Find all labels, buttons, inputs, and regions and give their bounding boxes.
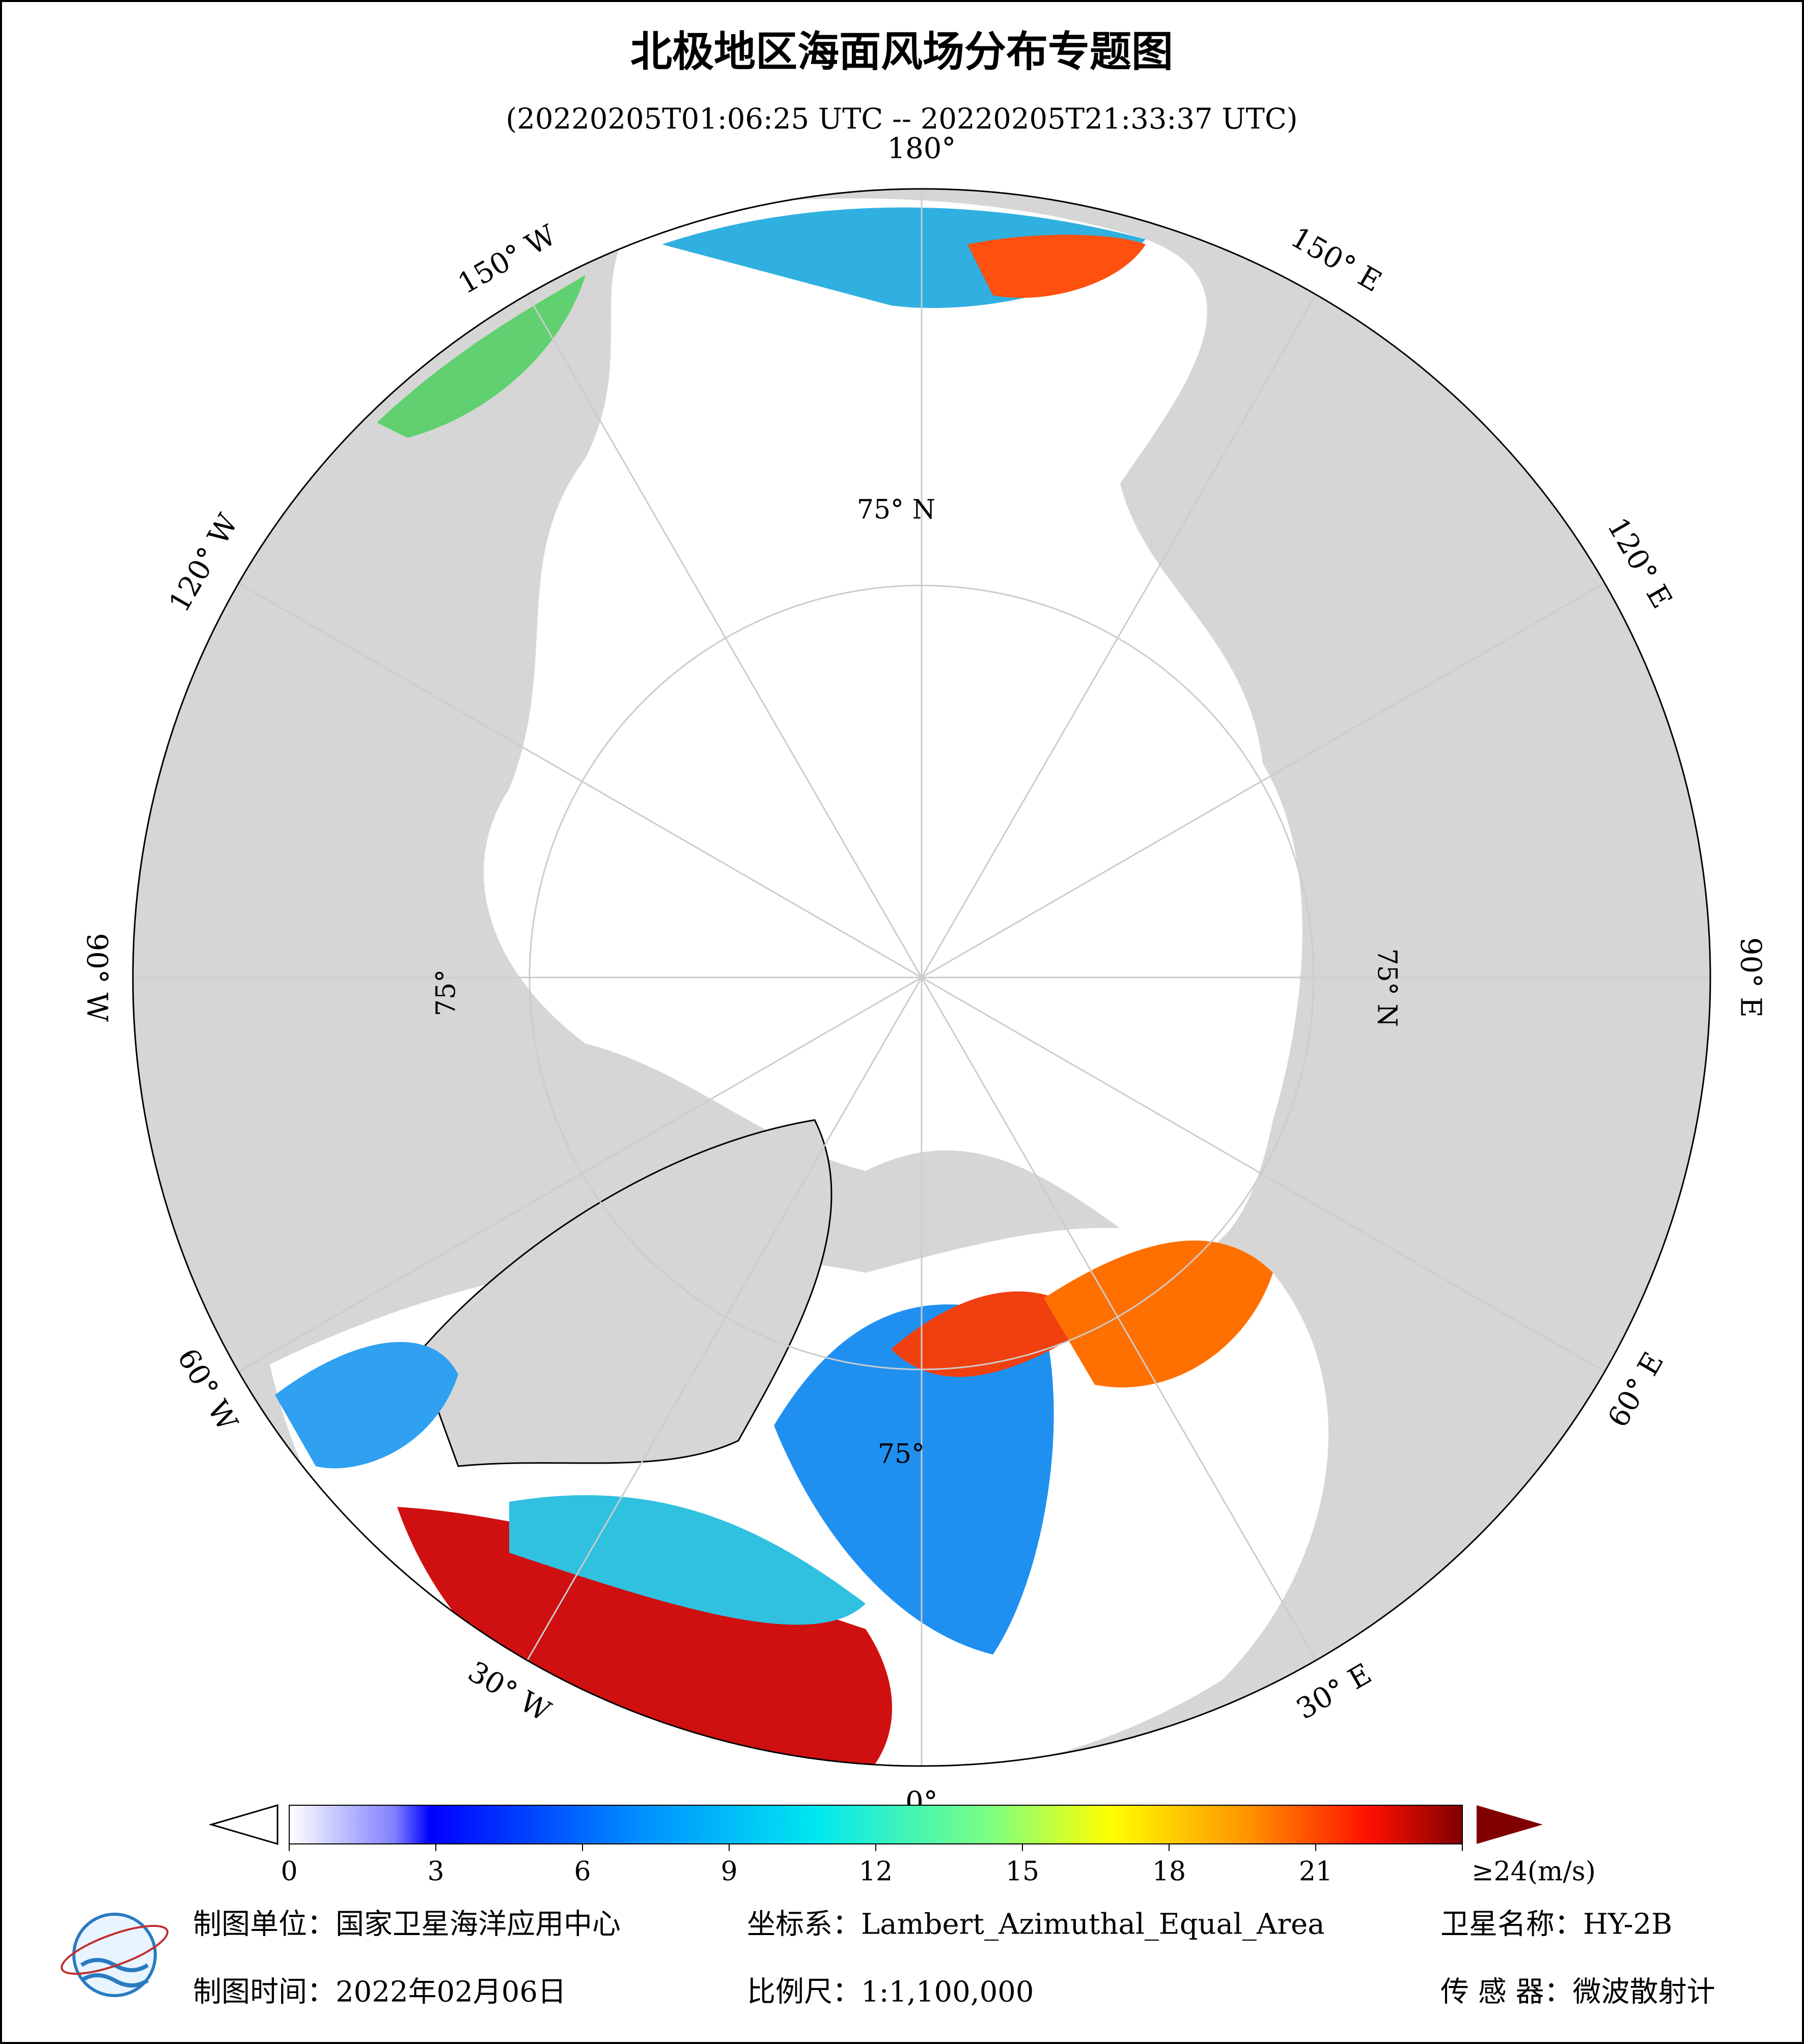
latitude-label: 75° N bbox=[1372, 948, 1402, 1027]
arctic-ocean bbox=[484, 198, 1302, 1256]
colorbar-bar bbox=[289, 1805, 1463, 1844]
wind-patch bbox=[774, 1304, 1054, 1655]
longitude-label: 90° E bbox=[1734, 937, 1767, 1018]
title: 北极地区海面风场分布专题图 bbox=[630, 27, 1173, 76]
colorbar-tick-label: 12 bbox=[859, 1857, 893, 1887]
logo bbox=[61, 1913, 169, 1997]
colorbar-tick-label: 3 bbox=[427, 1857, 444, 1887]
colorbar-tick-label: 18 bbox=[1152, 1857, 1186, 1887]
footer-item: 比例尺：1:1,100,000 bbox=[747, 1976, 1034, 2009]
meridian bbox=[238, 582, 922, 978]
meridian bbox=[921, 977, 1317, 1661]
latitude-label: 75° N bbox=[857, 495, 935, 525]
footer-item: 坐标系：Lambert_Azimuthal_Equal_Area bbox=[747, 1908, 1325, 1941]
meridian bbox=[921, 294, 1317, 978]
wind-patch bbox=[397, 1507, 893, 1766]
colorbar-tick-label: 6 bbox=[574, 1857, 591, 1887]
meridian bbox=[238, 976, 922, 1373]
meridian bbox=[921, 976, 1605, 1373]
latitude-label: 75° bbox=[431, 969, 462, 1016]
wind-patch bbox=[967, 235, 1146, 298]
colorbar-max-arrow bbox=[1477, 1805, 1543, 1844]
meridian bbox=[526, 294, 923, 978]
colorbar-tick-label: 15 bbox=[1006, 1857, 1039, 1887]
map bbox=[133, 189, 1710, 1766]
footer: 制图单位：国家卫星海洋应用中心 坐标系：Lambert_Azimuthal_Equ… bbox=[193, 1908, 1715, 2009]
colorbar-tick-label: 0 bbox=[281, 1857, 297, 1887]
footer-item: 制图单位：国家卫星海洋应用中心 bbox=[193, 1908, 621, 1941]
colorbar: 0 3 6 9 12 15 18 21 ≥24(m/s) bbox=[208, 1804, 1596, 1887]
subtitle: (20220205T01:06:25 UTC -- 20220205T21:33… bbox=[506, 103, 1297, 136]
colorbar-tick-label: 9 bbox=[720, 1857, 737, 1887]
longitude-label: 180° bbox=[887, 132, 956, 165]
wind-patch bbox=[891, 1291, 1095, 1377]
wind-patch bbox=[377, 275, 586, 438]
footer-item: 卫星名称：HY-2B bbox=[1440, 1908, 1672, 1941]
greenland bbox=[417, 1119, 832, 1467]
wind-patch bbox=[1044, 1240, 1273, 1388]
colorbar-tick-label: ≥24(m/s) bbox=[1472, 1857, 1596, 1887]
longitude-label: 90° W bbox=[80, 933, 114, 1022]
graticule bbox=[133, 189, 1710, 1766]
footer-item: 传 感 器：微波散射计 bbox=[1440, 1976, 1715, 2009]
latitude-label: 75° bbox=[878, 1439, 925, 1470]
wind-patch bbox=[275, 1341, 458, 1469]
colorbar-min-arrow bbox=[208, 1804, 279, 1845]
meridian bbox=[526, 977, 923, 1661]
footer-item: 制图时间：2022年02月06日 bbox=[193, 1976, 566, 2009]
wind-patch bbox=[509, 1495, 866, 1625]
map-border bbox=[132, 188, 1711, 1767]
colorbar-tick-label: 21 bbox=[1299, 1857, 1333, 1887]
meridian bbox=[921, 582, 1605, 978]
